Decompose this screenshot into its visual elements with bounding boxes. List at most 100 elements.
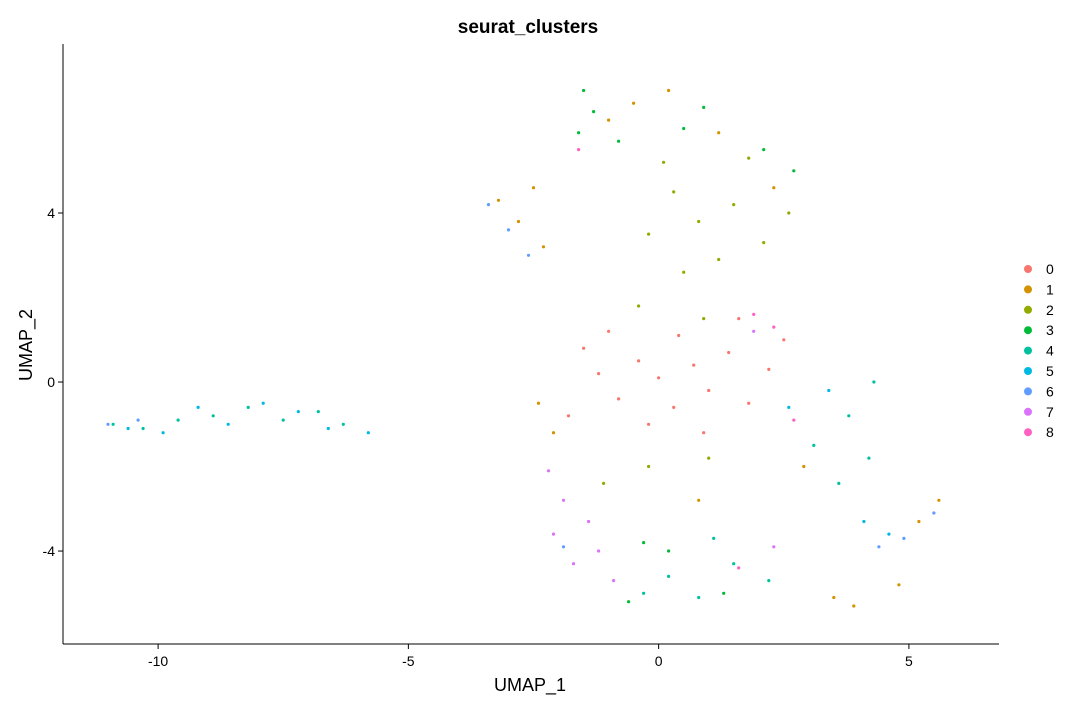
legend-label-6: 6 [1046,383,1054,399]
cluster-0-point [692,363,696,367]
cluster-6-point [526,253,531,257]
cluster-2-point [672,190,676,194]
cluster-1-point [852,604,856,608]
cluster-4-point [767,579,771,583]
cluster-1-point [937,498,941,502]
cluster-2-point [732,203,736,207]
points-layer [106,88,941,608]
cluster-0-point [672,405,676,409]
cluster-0-point [677,333,681,338]
cluster-5-point [787,405,791,409]
cluster-0-point [657,376,661,380]
cluster-0-point [727,350,731,355]
cluster-5-point [326,426,330,431]
legend-key-4 [1024,346,1032,355]
y-axis-title: UMAP_2 [16,309,37,381]
legend-key-8 [1024,428,1032,437]
cluster-4-point [642,591,646,595]
cluster-2-point [707,456,711,460]
cluster-0-point [782,338,786,342]
legend-key-5 [1024,367,1032,375]
cluster-7-point [612,579,616,583]
cluster-2-point [662,160,666,164]
cluster-4-point [837,481,841,485]
cluster-2-point [787,211,791,215]
cluster-7-point [597,549,601,553]
cluster-4-point [211,414,215,418]
legend-label-3: 3 [1046,322,1054,338]
cluster-8-point [577,148,581,152]
legend-label-4: 4 [1046,343,1054,359]
cluster-4-point [812,443,816,447]
cluster-3-point [667,549,671,553]
legend-label-7: 7 [1046,404,1054,420]
cluster-5-point [196,405,200,409]
cluster-0-point [767,367,771,371]
cluster-3-point [682,126,686,131]
cluster-3-point [577,131,581,135]
x-axis-title: UMAP_1 [494,675,566,696]
legend-key-3 [1024,326,1032,335]
cluster-4-point [847,414,851,418]
cluster-7-point [571,562,576,566]
cluster-1-point [772,186,776,190]
cluster-1-point [541,245,546,249]
cluster-2-point [747,156,751,160]
cluster-6-point [486,203,491,207]
cluster-1-point [607,118,611,122]
cluster-2-point [762,241,766,245]
cluster-1-point [496,198,501,202]
cluster-1-point [897,583,901,587]
cluster-3-point [722,591,726,595]
cluster-3-point [627,600,631,604]
legend-key-6 [1024,387,1032,396]
cluster-0-point [637,359,641,363]
cluster-4-point [667,574,671,579]
legend: 0 1 2 3 4 5 6 7 8 [1024,261,1054,440]
cluster-2-point [702,317,706,321]
x-tick-label: 5 [905,653,913,669]
cluster-7-point [551,532,556,536]
cluster-2-point [647,232,651,236]
cluster-0-point [707,388,711,393]
cluster-0-point [647,422,651,426]
cluster-5-point [827,388,831,393]
cluster-1-point [697,498,701,502]
cluster-0-point [617,397,621,401]
cluster-2-point [647,464,651,469]
cluster-6-point [902,536,906,541]
legend-label-1: 1 [1046,281,1054,297]
cluster-0-point [582,346,586,350]
cluster-6-point [561,545,566,549]
cluster-5-point [366,431,370,435]
cluster-6-point [932,511,936,515]
cluster-6-point [877,545,881,549]
cluster-2-point [637,304,641,308]
cluster-4-point [316,410,320,414]
cluster-6-point [506,228,511,232]
cluster-3-point [762,148,766,152]
y-tick-label: 4 [47,205,55,221]
cluster-0-point [597,372,601,376]
cluster-0-point [737,317,741,321]
cluster-5-point [161,431,165,435]
legend-label-0: 0 [1046,261,1054,277]
cluster-1-point [802,464,806,469]
cluster-1-point [667,88,671,93]
legend-key-7 [1024,407,1032,416]
cluster-4-point [141,426,145,431]
x-ticks: -10 -5 0 5 [148,644,913,669]
cluster-4-point [246,405,250,409]
cluster-1-point [917,519,921,524]
x-tick-label: -10 [148,653,168,669]
x-tick-label: -5 [402,653,415,669]
cluster-4-point [281,418,285,422]
cluster-4-point [732,562,736,566]
cluster-7-point [546,469,551,473]
cluster-4-point [697,595,701,600]
cluster-3-point [792,169,796,173]
legend-key-2 [1024,305,1032,314]
cluster-7-point [772,545,776,549]
cluster-1-point [516,219,521,224]
cluster-5-point [261,401,265,405]
